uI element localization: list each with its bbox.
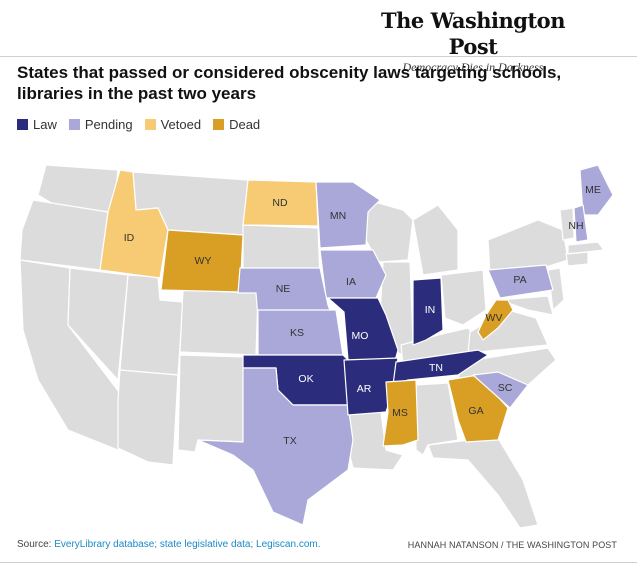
header-divider bbox=[0, 56, 637, 57]
state-label-mo: MO bbox=[352, 330, 369, 342]
state-label-mn: MN bbox=[330, 210, 346, 222]
map-shapes bbox=[20, 165, 613, 528]
state-or bbox=[20, 200, 108, 270]
legend-item-vetoed: Vetoed bbox=[145, 117, 202, 132]
state-label-in: IN bbox=[425, 304, 436, 316]
legend-label-law: Law bbox=[33, 117, 57, 132]
legend: Law Pending Vetoed Dead bbox=[17, 117, 260, 132]
state-label-tn: TN bbox=[429, 362, 443, 374]
state-mi bbox=[413, 205, 458, 275]
legend-item-law: Law bbox=[17, 117, 57, 132]
legend-swatch-pending bbox=[69, 119, 80, 130]
state-label-wv: WV bbox=[486, 312, 503, 324]
state-label-pa: PA bbox=[513, 274, 526, 286]
map-title: States that passed or considered obsceni… bbox=[17, 62, 617, 104]
state-label-nh: NH bbox=[568, 220, 583, 232]
state-label-ms: MS bbox=[392, 407, 408, 419]
state-ia bbox=[320, 250, 386, 298]
legend-label-dead: Dead bbox=[229, 117, 260, 132]
state-label-ia: IA bbox=[346, 276, 356, 288]
legend-swatch-law bbox=[17, 119, 28, 130]
washington-post-logo: The Washington Post bbox=[373, 8, 573, 60]
legend-label-pending: Pending bbox=[85, 117, 133, 132]
state-label-ne: NE bbox=[276, 283, 291, 295]
state-label-wy: WY bbox=[195, 255, 212, 267]
state-label-me: ME bbox=[585, 184, 601, 196]
state-label-ks: KS bbox=[290, 327, 304, 339]
state-label-tx: TX bbox=[283, 435, 296, 447]
legend-swatch-dead bbox=[213, 119, 224, 130]
source-note: Source: EveryLibrary database; state leg… bbox=[17, 539, 321, 550]
state-fl bbox=[428, 438, 538, 528]
state-label-id: ID bbox=[124, 232, 135, 244]
state-oh bbox=[441, 270, 486, 325]
legend-item-dead: Dead bbox=[213, 117, 260, 132]
legend-swatch-vetoed bbox=[145, 119, 156, 130]
state-label-nd: ND bbox=[272, 197, 288, 209]
legend-item-pending: Pending bbox=[69, 117, 133, 132]
state-label-ga: GA bbox=[468, 405, 483, 417]
state-label-ok: OK bbox=[298, 373, 313, 385]
legend-label-vetoed: Vetoed bbox=[161, 117, 202, 132]
source-prefix: Source: bbox=[17, 539, 54, 550]
state-co bbox=[180, 290, 258, 355]
source-link[interactable]: EveryLibrary database; state legislative… bbox=[54, 539, 320, 550]
byline-credit: HANNAH NATANSON / THE WASHINGTON POST bbox=[408, 540, 617, 550]
state-ct bbox=[566, 252, 588, 266]
state-label-ar: AR bbox=[357, 383, 372, 395]
us-states-map: ID ND WY MS GA WV MN IA NE KS TX PA SC M… bbox=[8, 150, 628, 530]
state-nm bbox=[178, 355, 246, 452]
state-az bbox=[118, 370, 178, 465]
state-label-sc: SC bbox=[498, 382, 513, 394]
footer-divider bbox=[0, 562, 637, 563]
